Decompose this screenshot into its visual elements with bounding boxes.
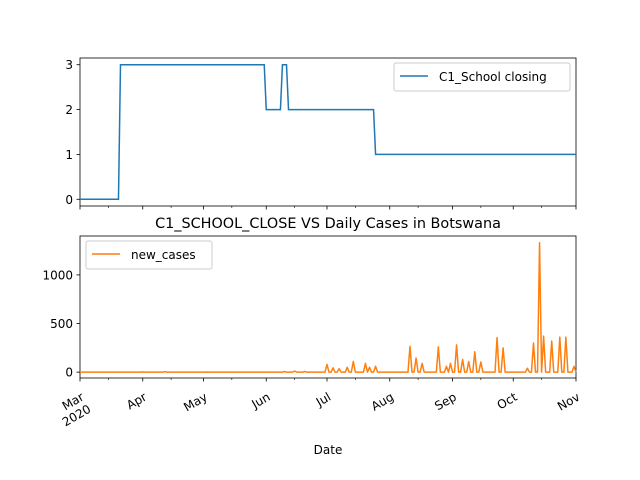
x-tick-label-group: Aug <box>369 390 396 414</box>
top-legend-box <box>393 62 571 92</box>
x-tick-label: May <box>181 390 209 415</box>
top-y-ticks: 0 1 2 3 <box>65 58 80 207</box>
x-tick-label-group: Jul <box>313 390 333 410</box>
top-y-tick-label: 3 <box>65 58 73 72</box>
x-axis-label: Date <box>314 443 343 457</box>
chart-title: C1_SCHOOL_CLOSE VS Daily Cases in Botswa… <box>155 216 501 232</box>
top-axes: 0 1 2 3 C1_School closing <box>65 57 577 210</box>
x-tick-label-group: Nov <box>555 390 582 414</box>
top-axes-frame <box>79 57 577 207</box>
bottom-y-tick-label: 1000 <box>42 268 73 282</box>
series-line-new-cases <box>80 242 577 373</box>
x-tick-label: Aug <box>369 390 396 414</box>
top-y-tick-label: 1 <box>65 148 73 162</box>
x-tick-label: Apr <box>124 390 149 413</box>
series-line-c1-school-closing <box>80 63 576 201</box>
x-tick-label-group: May <box>181 390 209 415</box>
top-y-tick-label: 0 <box>65 193 73 207</box>
top-legend: C1_School closing <box>393 62 571 92</box>
x-tick-label: Nov <box>555 390 582 414</box>
x-tick-label-group: Sep <box>432 390 459 413</box>
x-tick-label: Jun <box>248 390 272 412</box>
x-tick-label-group: Apr <box>124 390 149 413</box>
top-legend-label: C1_School closing <box>439 70 547 84</box>
bottom-y-ticks: 0 500 1000 <box>42 268 80 380</box>
x-tick-label: Sep <box>432 390 459 413</box>
x-tick-label-group: Oct <box>495 390 520 413</box>
x-tick-label: Oct <box>495 390 520 413</box>
top-x-ticks <box>79 206 577 210</box>
bottom-legend-box <box>85 240 213 270</box>
bottom-y-tick-label: 500 <box>50 317 73 331</box>
bottom-legend-label: new_cases <box>131 248 196 262</box>
bottom-axes: C1_SCHOOL_CLOSE VS Daily Cases in Botswa… <box>42 216 582 457</box>
x-tick-label: Jul <box>313 390 333 410</box>
bottom-legend: new_cases <box>85 240 213 270</box>
x-tick-label-group: Jun <box>248 390 272 412</box>
bottom-axes-frame <box>79 235 577 379</box>
bottom-y-tick-label: 0 <box>65 366 73 380</box>
top-y-tick-label: 2 <box>65 103 73 117</box>
